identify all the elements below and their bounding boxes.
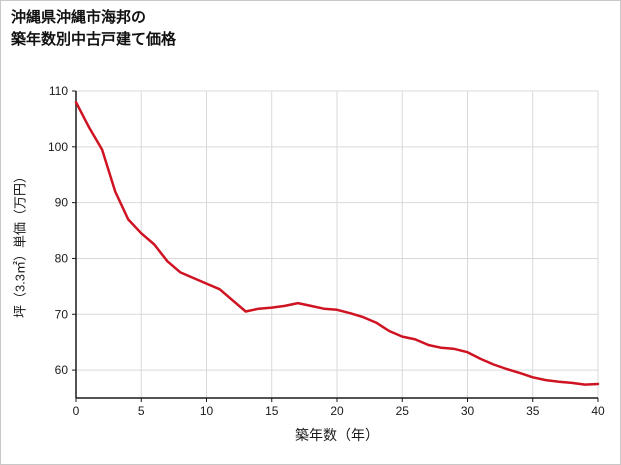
x-tick-label: 35	[526, 404, 540, 418]
x-tick-label: 5	[138, 404, 145, 418]
y-tick-label: 100	[48, 140, 68, 154]
x-tick-label: 0	[73, 404, 80, 418]
chart-title: 沖縄県沖縄市海邦の 築年数別中古戸建て価格	[11, 7, 176, 51]
y-tick-label: 90	[55, 196, 69, 210]
chart-title-line2: 築年数別中古戸建て価格	[11, 31, 177, 48]
x-tick-label: 30	[461, 404, 475, 418]
x-tick-label: 40	[591, 404, 605, 418]
y-tick-label: 80	[55, 251, 69, 265]
chart-title-line1: 沖縄県沖縄市海邦の	[11, 9, 147, 26]
x-tick-label: 15	[265, 404, 279, 418]
x-tick-label: 25	[396, 404, 410, 418]
y-axis-label: 坪（3.3㎡）単価（万円）	[12, 169, 28, 319]
x-tick-label: 20	[330, 404, 344, 418]
x-tick-label: 10	[200, 404, 214, 418]
price-line-series	[74, 100, 600, 386]
x-axis-label: 築年数（年）	[295, 427, 379, 443]
y-tick-label: 110	[49, 84, 68, 98]
y-tick-label: 60	[55, 363, 69, 377]
y-tick-label: 70	[55, 307, 69, 321]
